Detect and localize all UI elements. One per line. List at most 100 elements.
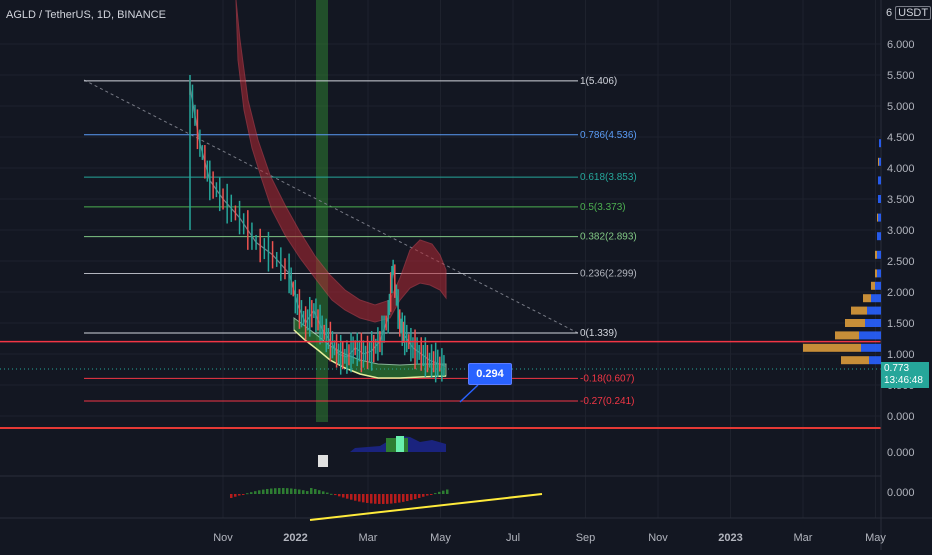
callout-pointer (459, 384, 479, 403)
time-axis: Nov 2022 Mar May Jul Sep Nov 2023 Mar May (213, 532, 886, 544)
volume-profile-bar (877, 213, 878, 222)
price-tick-label: 0.000 (887, 411, 915, 423)
fib-level-label: -0.18(0.607) (580, 373, 634, 384)
time-tick-label: Nov (213, 532, 233, 544)
osc2-bar (390, 494, 393, 504)
volume-profile-bar (835, 331, 859, 340)
time-tick-label: Mar (359, 532, 378, 544)
time-tick-label: May (865, 532, 886, 544)
osc2-bar (254, 491, 257, 494)
osc2-bar (310, 488, 313, 494)
fib-level-label: 0.786(4.536) (580, 130, 637, 141)
osc2-bar (366, 494, 369, 503)
scale-controls[interactable]: 6 USDT (886, 6, 932, 20)
time-tick-label: 2023 (718, 532, 742, 544)
osc2-bar (430, 494, 433, 495)
volume-profile-bar (877, 269, 881, 278)
osc2-bar (266, 488, 269, 494)
osc2-bar (410, 494, 413, 501)
volume-profile-bar (875, 269, 877, 278)
price-tick-label: 1.500 (887, 318, 915, 330)
osc2-bar (350, 494, 353, 500)
osc2-bar (318, 490, 321, 494)
osc2-bar (294, 488, 297, 494)
osc2-bar (342, 494, 345, 498)
osc1-zero-label: 0.000 (887, 447, 915, 459)
green-ribbon-edge (293, 329, 447, 379)
volume-profile-bar (861, 343, 881, 352)
last-price-value: 0.773 (884, 363, 910, 374)
osc2-bar (414, 494, 417, 500)
symbol-title[interactable]: AGLD / TetherUS, 1D, BINANCE (6, 9, 166, 21)
osc2-bar (362, 494, 365, 503)
volume-profile-bar (879, 157, 881, 166)
price-tick-label: 2.500 (887, 256, 915, 268)
osc2-bar (434, 493, 437, 495)
osc2-bar (230, 494, 233, 498)
fib-level-label: -0.27(0.241) (580, 396, 634, 407)
osc2-bar (426, 494, 429, 496)
volume-profile-bar (859, 331, 881, 340)
last-price-tag: 0.773 13:46:48 (881, 362, 929, 388)
price-axis: 6.000 5.500 5.000 4.500 4.000 3.500 3.000 2.500… (887, 39, 915, 423)
osc2-bar (438, 491, 441, 494)
volume-profile-bar (865, 319, 881, 327)
osc2-bar (406, 494, 409, 502)
osc2-bar (330, 493, 333, 495)
fib-level-label: 0.618(3.853) (580, 172, 637, 183)
osc2-bar (306, 491, 309, 494)
osc2-bar (346, 494, 349, 499)
volume-profile-bar (851, 306, 867, 315)
volume-profile-bar (879, 139, 881, 148)
currency-badge[interactable]: USDT (895, 6, 932, 20)
time-tick-label: Jul (506, 532, 520, 544)
time-tick-label: May (430, 532, 451, 544)
price-tick-label: 5.000 (887, 101, 915, 113)
scale-mode[interactable]: 6 (886, 7, 893, 19)
volume-profile-bar (877, 250, 881, 259)
time-tick-label: Mar (794, 532, 813, 544)
osc2-bar (322, 491, 325, 494)
price-tick-label: 3.500 (887, 194, 915, 206)
osc2-bar (298, 489, 301, 494)
osc2-bar (386, 494, 389, 504)
volume-profile-bar (871, 281, 875, 290)
osc2-bar (326, 492, 329, 494)
volume-profile-bar (867, 306, 881, 315)
volume-profile-bar (877, 232, 881, 241)
price-tick-label: 6.000 (887, 39, 915, 51)
price-tick-label: 4.000 (887, 163, 915, 175)
osc2-bar (234, 494, 237, 497)
volume-profile-bar (869, 356, 881, 365)
fibonacci-levels: 1(5.406) 0.786(4.536) 0.618(3.853) 0.5(3.37… (84, 76, 637, 407)
red-ribbon (235, 0, 447, 323)
osc2-bar (446, 489, 449, 494)
osc2-bar (238, 494, 241, 496)
osc2-bar (262, 489, 265, 494)
time-tick-label: Nov (648, 532, 668, 544)
grid-lines (0, 0, 881, 518)
volume-profile-bar (878, 213, 881, 222)
osc2-bar (402, 494, 405, 502)
osc2-bar (246, 493, 249, 495)
osc2-bar (358, 494, 361, 502)
fib-level-label: 0.5(3.373) (580, 202, 626, 213)
osc2-bar (290, 488, 293, 494)
time-tick-label: Sep (576, 532, 596, 544)
volume-profile-bar (863, 294, 871, 303)
fib-level-label: 0(1.339) (580, 328, 617, 339)
fib-level-label: 1(5.406) (580, 76, 617, 87)
osc2-bar (286, 488, 289, 494)
volume-profile-bar (875, 281, 881, 290)
osc2-bar (370, 494, 373, 504)
osc2-bar (338, 494, 341, 497)
price-tick-label: 5.500 (887, 70, 915, 82)
osc2-bar (394, 494, 397, 504)
volume-profile-bar (878, 176, 881, 185)
price-tick-label: 1.000 (887, 349, 915, 361)
fib-level-label: 0.382(2.893) (580, 232, 637, 243)
osc2-bar (442, 490, 445, 494)
osc2-bar (242, 494, 245, 495)
